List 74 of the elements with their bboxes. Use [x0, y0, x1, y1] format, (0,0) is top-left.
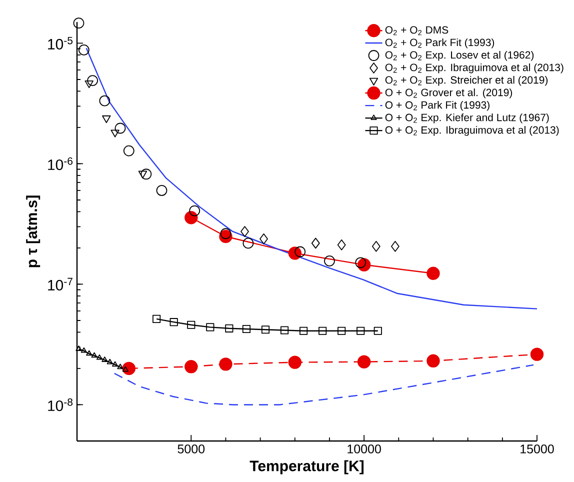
- point: [112, 361, 118, 367]
- point: [117, 364, 124, 370]
- point: [206, 323, 214, 332]
- point: [102, 115, 111, 124]
- point: [184, 360, 198, 374]
- point: [122, 366, 128, 372]
- point: [114, 122, 126, 134]
- point: [86, 350, 92, 356]
- point: [337, 239, 346, 250]
- point: [156, 185, 168, 196]
- point: [240, 226, 249, 237]
- point: [260, 233, 268, 244]
- point: [189, 205, 200, 216]
- point: [220, 228, 232, 240]
- point: [426, 266, 440, 280]
- legend-label: O + O$_{2}$ Exp. Kiefer and Lutz (1967): [385, 113, 549, 124]
- legend-label: O$_{2}$ + O$_{2}$ Exp. Streicher et al (2019): [385, 76, 548, 86]
- point: [87, 75, 98, 86]
- point: [73, 18, 84, 29]
- point: [242, 324, 251, 334]
- point: [288, 356, 302, 369]
- point: [242, 238, 254, 249]
- point: [152, 314, 161, 324]
- legend-label: O$_{2}$ + O$_{2}$ DMS: [385, 26, 448, 36]
- point: [219, 358, 232, 371]
- y-tick-label: 10$^{-5}$: [48, 36, 73, 50]
- point: [355, 257, 366, 268]
- point: [390, 240, 400, 252]
- legend-label: O$_{2}$ + O$_{2}$ Exp. Losev et al (1962): [385, 50, 534, 61]
- point: [294, 246, 306, 258]
- point: [170, 318, 178, 326]
- point: [530, 348, 544, 361]
- point: [318, 326, 327, 335]
- point: [123, 145, 134, 156]
- point: [356, 326, 365, 335]
- point: [299, 326, 308, 335]
- point: [91, 352, 98, 358]
- legend-label: O + O$_{2}$ Grover et al. (2019): [385, 88, 512, 98]
- point: [84, 80, 94, 88]
- point: [357, 355, 371, 368]
- x-tick-label: 10000: [348, 444, 381, 454]
- point: [311, 238, 320, 249]
- y-tick-label: 10$^{-8}$: [48, 398, 73, 412]
- legend-label: O$_{2}$ + O$_{2}$ Exp. Ibraguimova et al (2013): [385, 63, 564, 74]
- x-axis-title: Temperature [K]: [250, 460, 364, 474]
- point: [122, 362, 136, 376]
- point: [80, 347, 87, 353]
- point: [338, 326, 346, 335]
- y-axis-title: p τ [atm.s]: [26, 196, 40, 268]
- x-tick-label: 15000: [520, 444, 554, 454]
- point: [184, 211, 198, 224]
- point: [138, 170, 148, 178]
- point: [96, 354, 103, 360]
- point: [374, 326, 382, 335]
- y-tick-label: 10$^{-6}$: [48, 157, 73, 170]
- point: [110, 130, 120, 138]
- point: [426, 354, 440, 368]
- point: [261, 326, 270, 334]
- point: [280, 326, 289, 334]
- y-tick-label: 10$^{-7}$: [48, 278, 72, 291]
- point: [99, 95, 110, 106]
- legend-label: O + O$_{2}$ Park Fit (1993): [385, 100, 490, 111]
- point: [76, 346, 82, 351]
- point: [140, 168, 152, 180]
- point: [372, 240, 380, 252]
- point: [225, 324, 234, 332]
- point: [106, 358, 113, 364]
- legend-label: O + O$_{2}$ Exp. Ibraguimova et al (2013): [385, 126, 559, 136]
- point: [78, 44, 90, 56]
- point: [324, 256, 335, 266]
- point: [187, 320, 196, 329]
- legend-label: O$_{2}$ + O$_{2}$ Park Fit (1993): [385, 38, 494, 48]
- point: [102, 356, 108, 362]
- x-tick-label: 5000: [178, 444, 205, 454]
